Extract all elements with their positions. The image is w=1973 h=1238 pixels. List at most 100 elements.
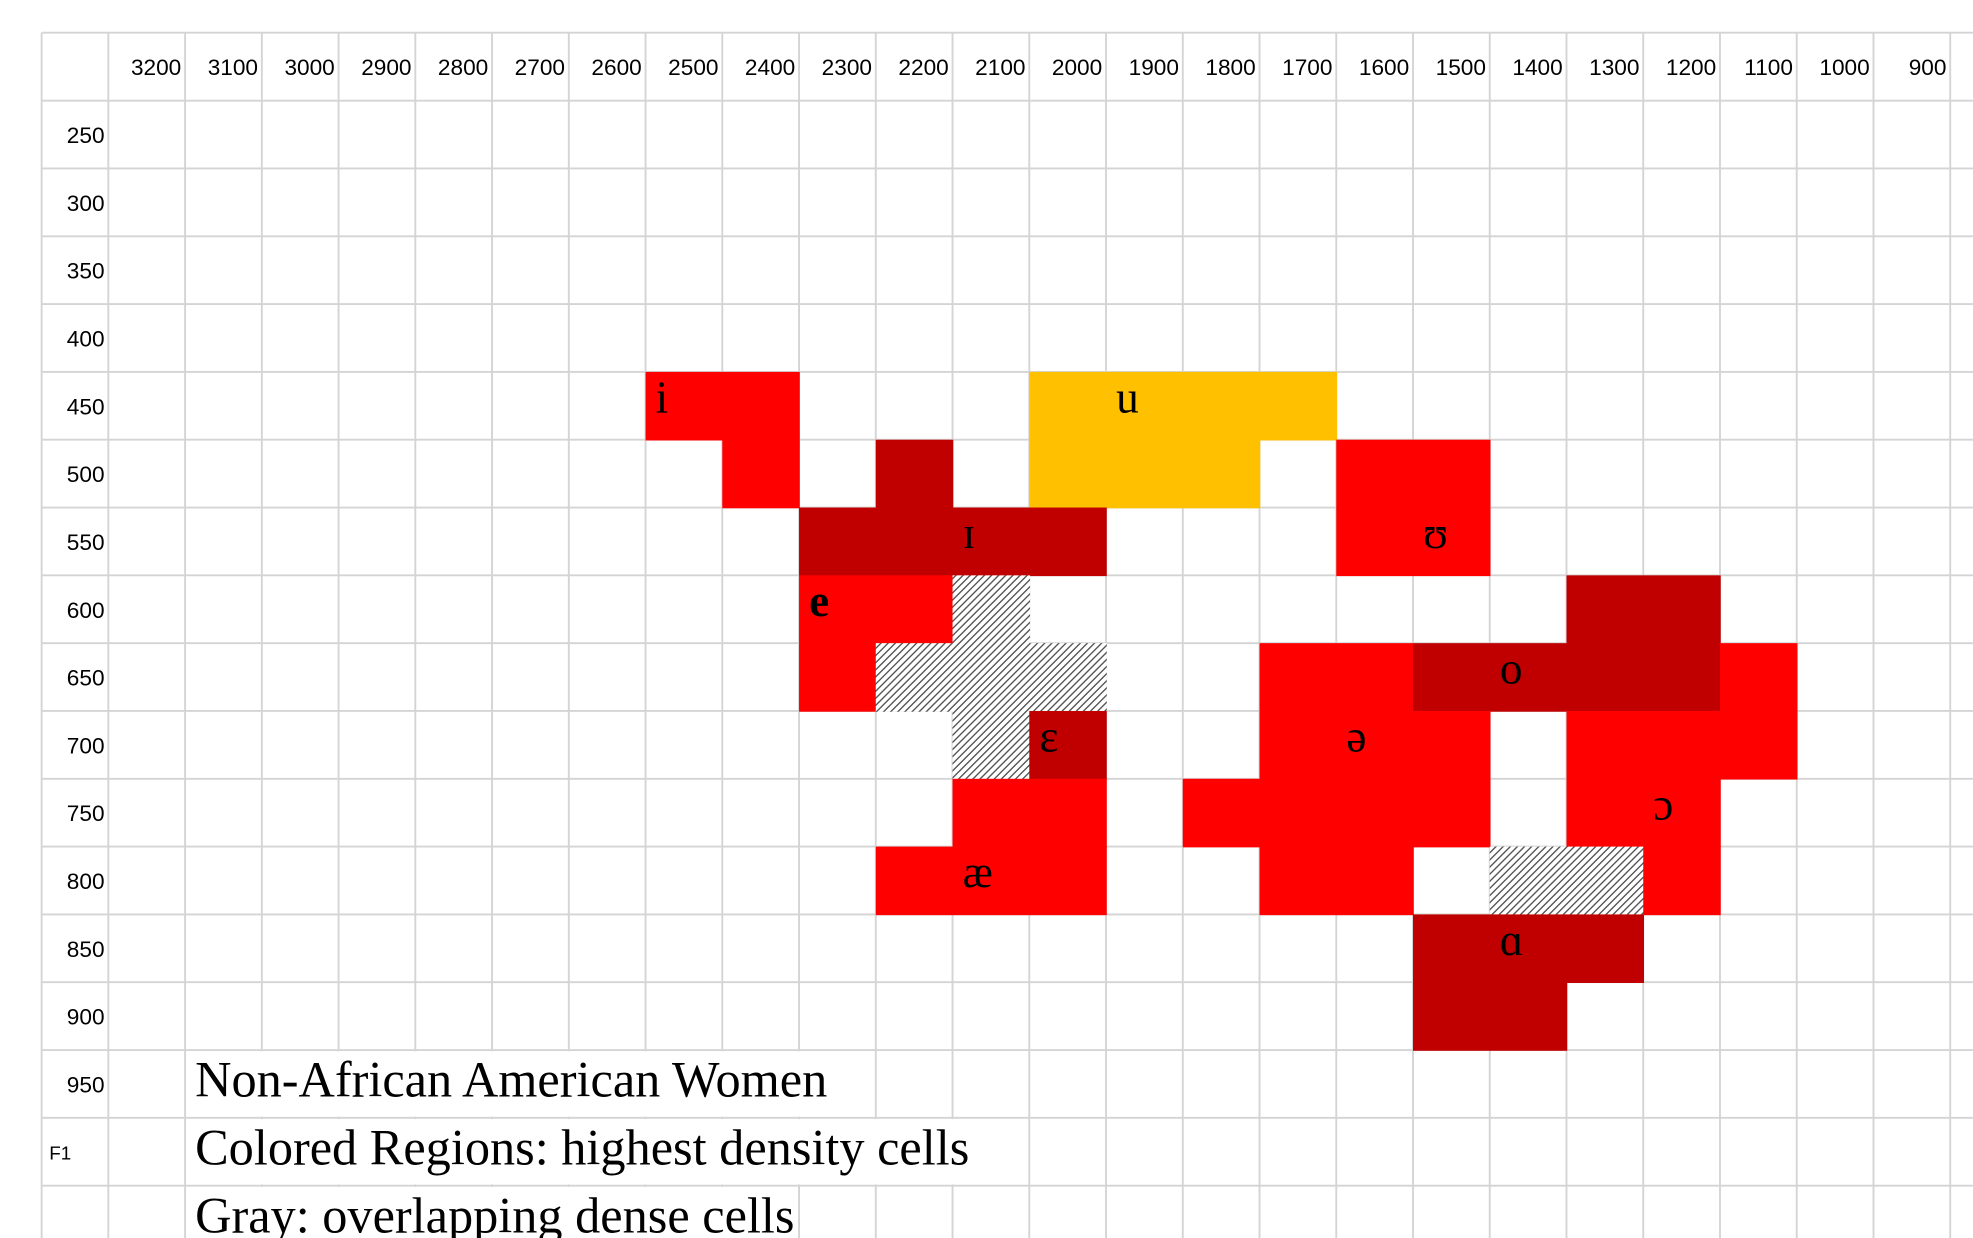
density-cell: [1029, 846, 1107, 916]
row-header: 750: [67, 801, 105, 826]
vowel-label: ɔ: [1653, 779, 1673, 829]
density-cell: [1336, 439, 1414, 509]
column-header: 2000: [1052, 55, 1102, 80]
column-header: 1900: [1129, 55, 1179, 80]
density-cell: [1259, 778, 1338, 848]
row-header: 850: [67, 937, 105, 962]
density-cell: [1413, 507, 1491, 577]
vowel-label: ɛ: [1039, 711, 1058, 761]
note-background: [186, 1119, 971, 1185]
row-header: 400: [67, 326, 105, 351]
density-cell: [1413, 914, 1491, 983]
density-cell: [1029, 710, 1107, 780]
density-cell: [1643, 575, 1721, 644]
density-cell: [1029, 439, 1107, 509]
density-cell: [1259, 371, 1338, 441]
density-cell: [1566, 575, 1644, 644]
density-cell: [1336, 643, 1414, 712]
density-cell: [1336, 778, 1414, 848]
vowel-label: ʊ: [1423, 508, 1448, 558]
density-cell: [799, 507, 877, 577]
vowel-label: ə: [1346, 711, 1366, 761]
density-cell: [1566, 914, 1644, 983]
density-cell: [722, 439, 800, 509]
density-cell: [1643, 846, 1721, 916]
density-cell: [1029, 778, 1107, 848]
column-header: 1000: [1819, 55, 1869, 80]
density-cell: [645, 371, 724, 441]
density-cell: [875, 575, 954, 644]
density-cell: [1719, 710, 1798, 780]
vowel-label: e: [809, 576, 829, 626]
row-header: 300: [67, 191, 105, 216]
density-cell: [1413, 439, 1491, 509]
density-cell: [875, 439, 954, 509]
density-cell: [1566, 710, 1644, 780]
column-header: 3200: [131, 55, 181, 80]
note-text: Colored Regions: highest density cells: [195, 1120, 969, 1176]
vowel-label: u: [1116, 372, 1139, 422]
density-cell: [1489, 982, 1568, 1051]
density-cell: [1566, 846, 1644, 916]
column-header: 2600: [591, 55, 641, 80]
density-cell: [952, 643, 1031, 712]
density-cell: [1259, 846, 1338, 916]
density-cell: [799, 575, 877, 644]
density-cell: [1566, 778, 1644, 848]
density-cell: [1029, 507, 1107, 577]
density-cell: [1336, 507, 1414, 577]
density-cell: [1566, 643, 1644, 712]
density-cell: [1182, 439, 1261, 509]
density-cell: [952, 846, 1031, 916]
density-cell: [1413, 710, 1491, 780]
density-cell: [1106, 371, 1184, 441]
density-cell: [1336, 846, 1414, 916]
row-header: 350: [67, 259, 105, 284]
row-header: 650: [67, 666, 105, 691]
vowel-label: ɪ: [963, 508, 976, 558]
row-header: 550: [67, 530, 105, 555]
row-header: F1: [49, 1142, 71, 1163]
density-cell: [1413, 778, 1491, 848]
column-header: 1700: [1282, 55, 1332, 80]
row-header: 950: [67, 1072, 105, 1097]
density-cell: [952, 575, 1031, 644]
row-header: 700: [67, 733, 105, 758]
column-header: 1300: [1589, 55, 1639, 80]
column-header: 1400: [1512, 55, 1562, 80]
column-header: 2200: [898, 55, 948, 80]
column-header: 1600: [1359, 55, 1409, 80]
row-header: 250: [67, 123, 105, 148]
density-cell: [1489, 846, 1568, 916]
row-header: 900: [67, 1005, 105, 1030]
vowel-label: ɑ: [1500, 915, 1524, 965]
density-cell: [875, 643, 954, 712]
column-header: 2500: [668, 55, 718, 80]
density-cell: [1643, 643, 1721, 712]
vowel-label: o: [1500, 644, 1523, 694]
column-header: 2700: [515, 55, 565, 80]
density-cell: [1643, 710, 1721, 780]
column-header: 1200: [1666, 55, 1716, 80]
column-header: 1100: [1744, 55, 1793, 80]
density-cell: [952, 778, 1031, 848]
density-cell: [722, 371, 800, 441]
density-cell: [952, 507, 1031, 577]
column-header: 1500: [1436, 55, 1486, 80]
density-cell: [1029, 643, 1107, 712]
density-cell: [875, 846, 954, 916]
note-background: [186, 1186, 796, 1238]
density-cell: [875, 507, 954, 577]
row-header: 500: [67, 462, 105, 487]
density-cell: [1413, 982, 1491, 1051]
density-cell: [1259, 643, 1338, 712]
density-cell: [1106, 439, 1184, 509]
density-cell: [1489, 643, 1568, 712]
density-cell: [1413, 643, 1491, 712]
column-header: 3100: [208, 55, 258, 80]
column-header: 2100: [975, 55, 1025, 80]
column-header: 2800: [438, 55, 488, 80]
density-cell: [1259, 710, 1338, 780]
